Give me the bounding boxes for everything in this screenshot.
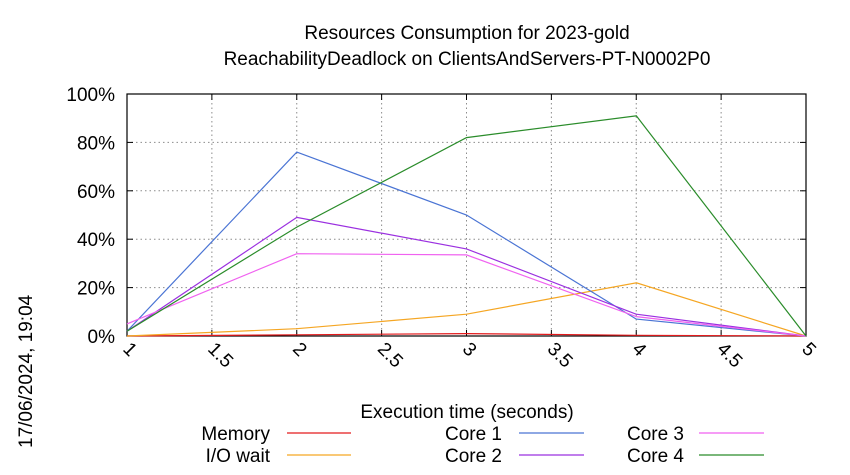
legend-label-core-1: Core 1 xyxy=(445,424,502,445)
grid xyxy=(127,94,806,336)
y-tick-label: 100% xyxy=(66,85,115,106)
series-line-i-o-wait xyxy=(126,282,807,337)
y-tick-label: 80% xyxy=(77,133,115,154)
x-tick-label: 3.5 xyxy=(543,339,577,373)
legend-label-core-2: Core 2 xyxy=(445,446,502,467)
y-tick-label: 0% xyxy=(88,327,116,348)
series-line-core-2 xyxy=(126,216,807,337)
chart-title-line-1: Resources Consumption for 2023-gold xyxy=(304,23,629,44)
series-line-memory xyxy=(126,332,807,337)
x-tick-label: 4.5 xyxy=(713,339,747,373)
axis-ticks: 1 1.5 2 2.5 3 3.5 4 4.5 5 0% 20% 40% 60% 80% 100% xyxy=(66,85,819,372)
x-tick-label: 3 xyxy=(458,339,480,361)
legend-label-memory: Memory xyxy=(201,424,270,445)
series-line-core-4 xyxy=(126,115,807,337)
x-tick-label: 1 xyxy=(118,339,140,361)
legend-label-i-o-wait: I/O wait xyxy=(206,446,271,467)
y-tick-label: 60% xyxy=(77,182,115,203)
series-lines xyxy=(126,115,807,337)
legend-label-core-3: Core 3 xyxy=(627,424,684,445)
x-tick-label: 2 xyxy=(288,339,310,361)
x-tick-label: 1.5 xyxy=(203,339,237,373)
legend-label-core-4: Core 4 xyxy=(627,446,684,467)
x-tick-label: 2.5 xyxy=(373,339,407,373)
y-tick-label: 20% xyxy=(77,279,115,300)
y-tick-label: 40% xyxy=(77,230,115,251)
chart-title-line-2: ReachabilityDeadlock on ClientsAndServer… xyxy=(224,49,711,70)
series-line-core-3 xyxy=(126,253,807,337)
x-tick-label: 5 xyxy=(797,339,819,361)
x-axis-label: Execution time (seconds) xyxy=(360,402,573,423)
x-tick-label: 4 xyxy=(628,339,651,362)
series-line-core-1 xyxy=(126,151,807,337)
timestamp-label: 17/06/2024, 19:04 xyxy=(16,294,37,448)
